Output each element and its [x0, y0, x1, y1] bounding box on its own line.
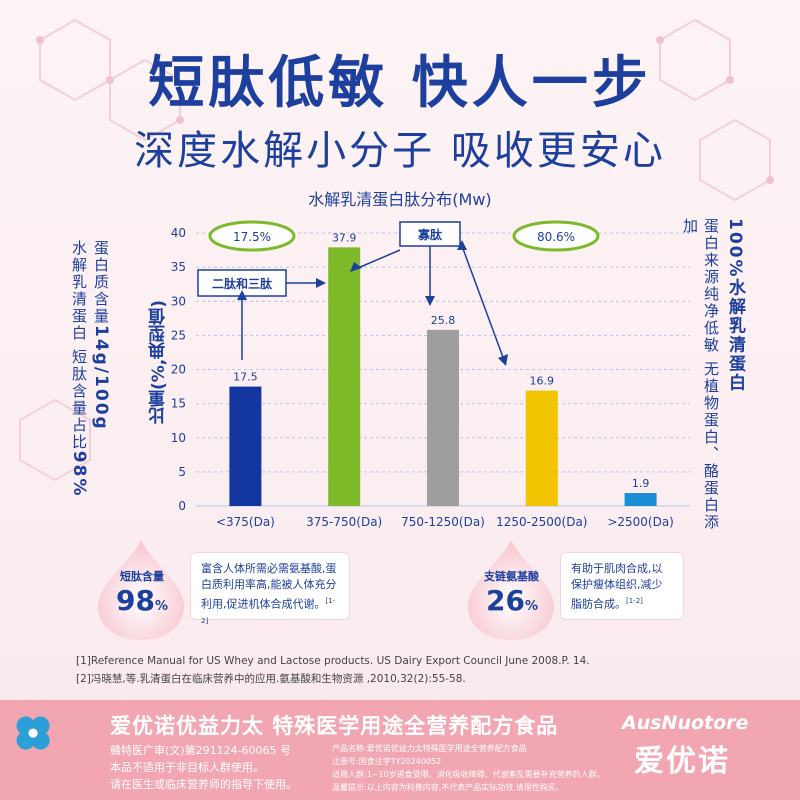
protein-content-text: 蛋白质含量14g/100g — [91, 240, 112, 431]
chart-title: 水解乳清蛋白肽分布(Mw) — [308, 190, 492, 209]
x-tick-label: 375-750(Da) — [306, 515, 382, 529]
y-tick-label: 20 — [171, 363, 186, 377]
stat-label: 短肽含量 — [120, 570, 164, 583]
y-tick-label: 40 — [171, 226, 186, 240]
stat-desc-line: 利用,促进机体合成代谢。[1-2] — [201, 593, 341, 632]
left-side-info: 蛋白质含量14g/100g 水解乳清蛋白 短肽含量占比98% — [62, 240, 112, 510]
stat-card-peptide: 短肽含量 98% 富含人体所需必需氨基酸,蛋 白质利用率高,能被人体充分 利用,… — [98, 540, 358, 640]
stat-desc-text: 脂肪合成。 — [571, 597, 626, 611]
product-name: 产品名称:爱优诺优益力太特殊医学用途全营养配方食品 — [332, 744, 527, 753]
footer-approval: 赣特医广审(文)第291124-60065 号 本品不适用于非目标人群使用。 请… — [110, 742, 297, 793]
bar — [525, 390, 558, 506]
peptide-ratio-value: 98% — [69, 450, 89, 498]
x-tick-label: 1250-2500(Da) — [496, 515, 587, 529]
ellipse-right-text: 80.6% — [537, 230, 575, 244]
x-tick-label: <375(Da) — [216, 515, 275, 529]
arrow-heads — [237, 240, 508, 366]
drop-icon — [468, 540, 554, 640]
stat-desc-card: 有助于肌肉合成,以 保护瘦体组织,减少 脂肪合成。[1-2] — [560, 552, 684, 620]
drop-icon — [98, 540, 184, 640]
references: [1]Reference Manual for US Whey and Lact… — [76, 652, 590, 688]
page-title: 短肽低敏 快人一步 — [148, 51, 652, 116]
stat-desc-line: 脂肪合成。[1-2] — [571, 593, 675, 613]
y-tick-label: 0 — [178, 499, 186, 513]
reference-2: [2]冯晓慧,等.乳清蛋白在临床营养中的应用.氨基酸和生物资源 ,2010,32… — [76, 673, 466, 685]
bar-value-label: 16.9 — [530, 375, 555, 388]
whey-source-title: 100%水解乳清蛋白 — [725, 218, 745, 393]
stat-desc-text: 利用,促进机体合成代谢。 — [201, 597, 326, 611]
stat-value: 26% — [486, 584, 538, 617]
stat-desc-line: 保护瘦体组织,减少 — [571, 578, 663, 591]
footer-product-info: 产品名称:爱优诺优益力太特殊医学用途全营养配方食品 注册号:国食注字TY2024… — [332, 742, 605, 794]
target-population: 适用人群:1~10岁进食受限、消化吸收障碍、代谢紊乱需要补充营养的人群。 — [332, 770, 605, 779]
x-tick-label: >2500(Da) — [607, 515, 674, 529]
stat-number: 26 — [486, 584, 525, 617]
ellipse-left — [208, 220, 296, 252]
warm-tip: 温馨提示:以上内容为科普内容,不代表产品实际功效,请理性购买。 — [332, 783, 564, 792]
peptide-ratio-text: 水解乳清蛋白 短肽含量占比98% — [69, 240, 90, 497]
protein-content-label: 蛋白质含量 — [92, 240, 110, 325]
notice-line: 本品不适用于非目标人群使用。 — [110, 761, 264, 774]
footer-title: 爱优诺优益力太 特殊医学用途全营养配方食品 — [110, 714, 559, 738]
annotation-arrows — [241, 245, 505, 361]
box-right — [399, 221, 461, 247]
stat-label: 支链氨基酸 — [484, 570, 539, 583]
y-tick-label: 5 — [178, 465, 186, 479]
y-tick-label: 35 — [171, 260, 186, 274]
box-right-text: 寡肽 — [417, 227, 443, 242]
whey-source-desc: 蛋白来源纯净低敏 无植物蛋白、酪蛋白添加 — [681, 218, 720, 531]
approval-number: 赣特医广审(文)第291124-60065 号 — [110, 744, 292, 757]
box-left-text: 二肽和三肽 — [212, 276, 273, 291]
ellipse-left-text: 17.5% — [233, 230, 271, 244]
bar-value-label: 25.8 — [431, 314, 456, 327]
bar — [328, 247, 361, 506]
stat-desc-line: 有助于肌肉合成,以 — [571, 562, 663, 575]
bar — [624, 493, 657, 506]
bar — [427, 329, 459, 506]
bar — [229, 386, 262, 506]
y-tick-label: 25 — [171, 328, 186, 342]
fsmp-logo-icon — [0, 700, 800, 800]
notice-line: 请在医生或临床营养师的指导下使用。 — [110, 778, 297, 791]
stat-desc-line: 白质利用率高,能被人体充分 — [201, 578, 337, 591]
y-tick-label: 10 — [171, 431, 186, 445]
stat-unit: % — [524, 599, 538, 614]
bar-value-label: 1.9 — [632, 477, 650, 490]
stat-unit: % — [154, 599, 168, 614]
stat-card-bcaa: 支链氨基酸 26% 有助于肌肉合成,以 保护瘦体组织,减少 脂肪合成。[1-2] — [468, 540, 708, 640]
stat-ref: [1-2] — [626, 597, 643, 605]
bar-value-label: 37.9 — [332, 231, 357, 244]
reference-1: [1]Reference Manual for US Whey and Lact… — [76, 655, 590, 667]
clover-icon — [16, 716, 50, 750]
peptide-ratio-label: 水解乳清蛋白 短肽含量占比 — [70, 240, 88, 451]
x-tick-label: 750-1250(Da) — [401, 515, 485, 529]
brand-logo-cn: 爱优诺 — [634, 744, 730, 779]
protein-content-value: 14g/100g — [91, 325, 111, 431]
stat-ref: [1-2] — [201, 597, 336, 625]
stat-value: 98% — [116, 584, 168, 617]
registration-number: 注册号:国食注字TY20240052 — [332, 757, 442, 766]
ellipse-right — [512, 220, 600, 252]
brand-logo-en: AusNuotore — [622, 712, 749, 734]
stat-number: 98 — [116, 584, 155, 617]
stat-desc-card: 富含人体所需必需氨基酸,蛋 白质利用率高,能被人体充分 利用,促进机体合成代谢。… — [190, 552, 350, 625]
bar-value-label: 17.5 — [233, 371, 258, 384]
stat-desc-line: 富含人体所需必需氨基酸,蛋 — [201, 562, 337, 575]
page-subtitle: 深度水解小分子 吸收更安心 — [134, 128, 666, 174]
y-tick-label: 15 — [171, 397, 186, 411]
y-tick-label: 30 — [171, 294, 186, 308]
right-side-info: 100%水解乳清蛋白 蛋白来源纯净低敏 无植物蛋白、酪蛋白添加 — [681, 218, 748, 538]
